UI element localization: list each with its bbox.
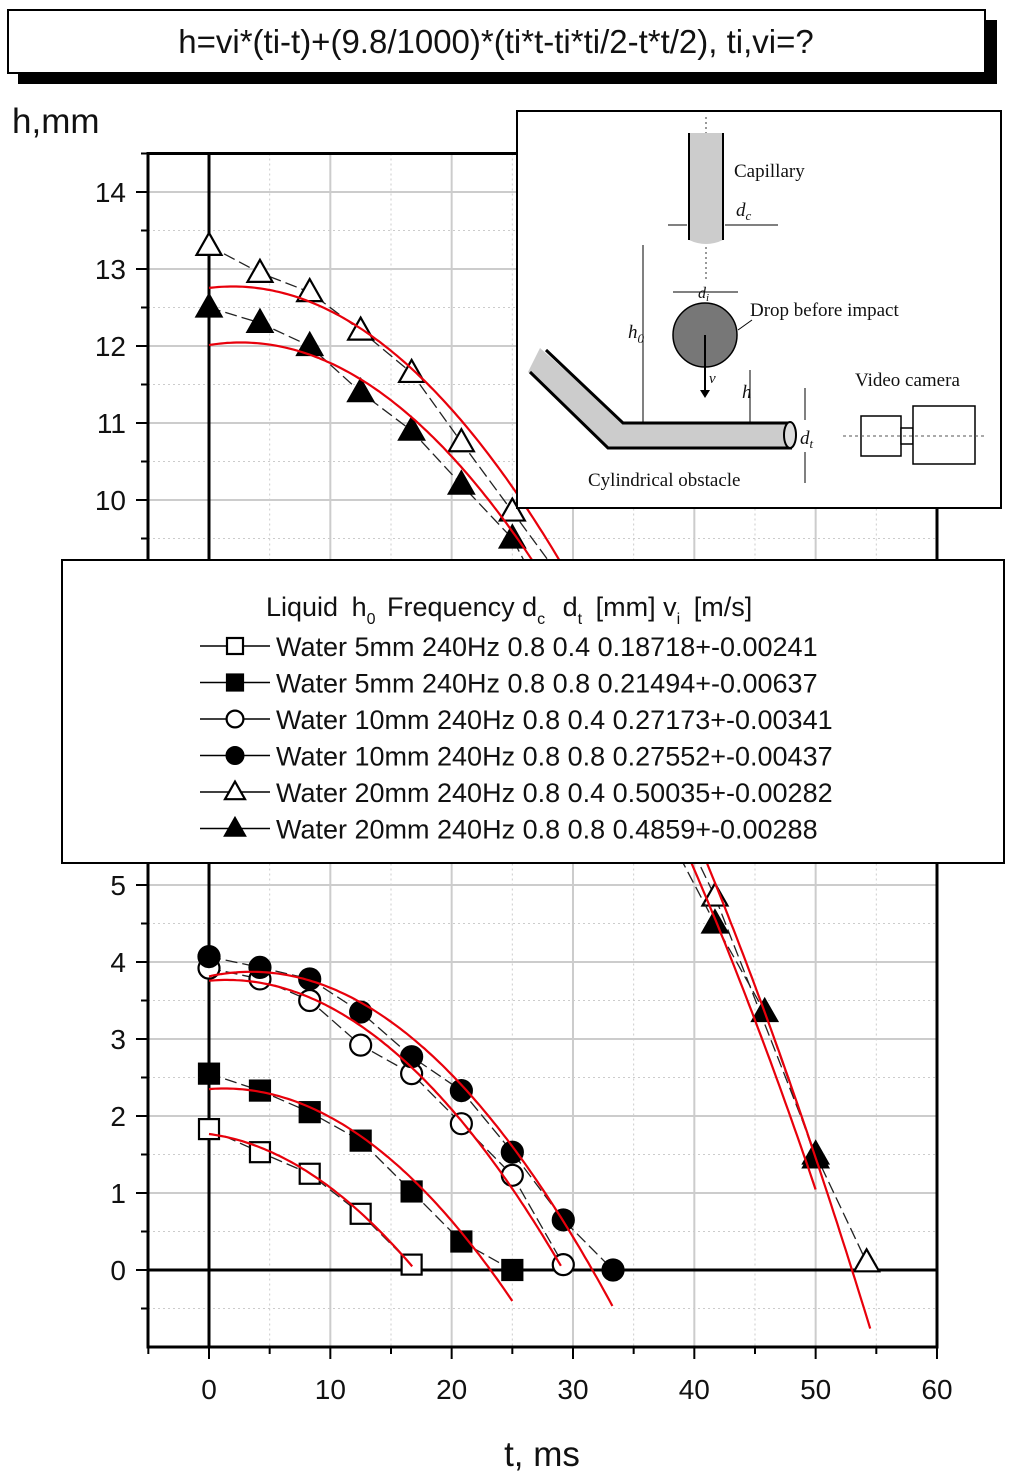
svg-text:Video camera: Video camera bbox=[855, 370, 960, 391]
marker-circle-open bbox=[225, 709, 245, 729]
marker-square-filled bbox=[225, 673, 245, 692]
marker-square-filled bbox=[501, 1258, 524, 1282]
svg-text:Capillary: Capillary bbox=[734, 161, 805, 182]
marker-triangle-filled bbox=[245, 307, 275, 333]
fit-curves bbox=[208, 285, 872, 1329]
marker-triangle-filled bbox=[194, 292, 224, 318]
legend-label: Water 20mm 240Hz 0.8 0.8 0.4859+-0.00288 bbox=[276, 815, 818, 845]
marker-triangle-filled bbox=[346, 376, 376, 403]
chart-title: h=vi*(ti-t)+(9.8/1000)*(ti*t-ti*ti/2-t*t… bbox=[178, 23, 813, 60]
marker-triangle-open bbox=[194, 230, 224, 256]
y-tick-label: 1 bbox=[110, 1178, 126, 1209]
capillary-shape bbox=[689, 133, 723, 244]
marker-triangle-open bbox=[223, 779, 247, 801]
svg-text:dt: dt bbox=[800, 428, 814, 451]
svg-text:h: h bbox=[742, 382, 752, 403]
legend-label: Water 10mm 240Hz 0.8 0.8 0.27552+-0.0043… bbox=[276, 742, 833, 772]
legend-item: Water 20mm 240Hz 0.8 0.4 0.50035+-0.0028… bbox=[200, 778, 833, 808]
y-tick-label: 0 bbox=[110, 1255, 126, 1286]
marker-circle-filled bbox=[349, 1000, 373, 1024]
title-box bbox=[7, 9, 986, 74]
marker-square-open bbox=[225, 636, 245, 656]
marker-circle-filled bbox=[225, 745, 245, 765]
y-tick-label: 11 bbox=[97, 408, 126, 439]
marker-circle-open bbox=[500, 1163, 524, 1187]
marker-circle-filled bbox=[298, 967, 322, 991]
x-axis-label: t, ms bbox=[504, 1435, 580, 1474]
legend-item: Water 5mm 240Hz 0.8 0.8 0.21494+-0.00637 bbox=[200, 669, 818, 699]
marker-triangle-open bbox=[245, 257, 275, 283]
x-tick-label: 50 bbox=[800, 1374, 831, 1405]
x-tick-label: 40 bbox=[679, 1374, 710, 1405]
x-tick-label: 30 bbox=[557, 1374, 588, 1405]
marker-triangle-open bbox=[852, 1247, 881, 1273]
y-tick-label: 14 bbox=[95, 177, 126, 208]
legend-label: Water 5mm 240Hz 0.8 0.8 0.21494+-0.00637 bbox=[276, 669, 818, 699]
series-square-open bbox=[197, 1117, 423, 1276]
y-tick-label: 2 bbox=[110, 1101, 126, 1132]
marker-triangle-open bbox=[397, 357, 427, 384]
y-tick-label: 13 bbox=[95, 254, 126, 285]
marker-circle-open bbox=[349, 1033, 373, 1057]
marker-circle-filled bbox=[500, 1140, 524, 1164]
marker-circle-filled bbox=[197, 945, 221, 969]
x-tick-label: 60 bbox=[921, 1374, 952, 1405]
svg-text:Drop before impact: Drop before impact bbox=[750, 300, 899, 321]
x-tick-label: 20 bbox=[436, 1374, 467, 1405]
legend-item: Water 5mm 240Hz 0.8 0.4 0.18718+-0.00241 bbox=[200, 632, 818, 662]
marker-triangle-open bbox=[497, 496, 527, 522]
fit-curve bbox=[208, 285, 872, 1329]
marker-triangle-open bbox=[446, 427, 476, 453]
setup-diagram-inset: Capillary dc h0 di v Drop before impact … bbox=[516, 110, 1002, 509]
y-tick-label: 10 bbox=[95, 485, 126, 516]
marker-circle-filled bbox=[601, 1258, 625, 1282]
series-triangle-filled bbox=[194, 292, 831, 1169]
marker-triangle-filled bbox=[446, 469, 476, 495]
svg-text:di: di bbox=[698, 285, 709, 304]
legend-label: Water 10mm 240Hz 0.8 0.4 0.27173+-0.0034… bbox=[276, 705, 833, 735]
svg-text:dc: dc bbox=[736, 200, 752, 223]
marker-square-filled bbox=[349, 1129, 372, 1152]
legend-item: Water 10mm 240Hz 0.8 0.4 0.27173+-0.0034… bbox=[200, 705, 833, 735]
series-circle-filled bbox=[197, 945, 625, 1282]
fit-curve bbox=[208, 1132, 414, 1268]
marker-triangle-filled bbox=[397, 415, 427, 441]
legend-header: Liquid h0 Frequency dc dt [mm] vi [m/s] bbox=[266, 592, 752, 630]
y-tick-label: 12 bbox=[95, 331, 126, 362]
marker-square-filled bbox=[197, 1062, 221, 1085]
y-tick-label: 5 bbox=[110, 870, 126, 901]
marker-circle-filled bbox=[400, 1045, 424, 1069]
video-camera-icon bbox=[843, 405, 985, 465]
marker-circle-filled bbox=[449, 1078, 473, 1103]
marker-triangle-filled bbox=[223, 815, 247, 837]
svg-text:v: v bbox=[709, 371, 716, 387]
legend: Liquid h0 Frequency dc dt [mm] vi [m/s] … bbox=[61, 559, 1005, 864]
y-tick-label: 4 bbox=[110, 947, 126, 978]
fit-curve bbox=[208, 1087, 514, 1302]
y-axis-label: h,mm bbox=[12, 102, 100, 141]
legend-label: Water 20mm 240Hz 0.8 0.4 0.50035+-0.0028… bbox=[276, 778, 833, 808]
marker-square-filled bbox=[400, 1180, 423, 1203]
series-line bbox=[208, 1128, 413, 1266]
fit-curve bbox=[208, 341, 817, 1190]
fit-curve bbox=[208, 970, 614, 1307]
svg-text:Cylindrical obstacle: Cylindrical obstacle bbox=[588, 470, 740, 491]
legend-label: Water 5mm 240Hz 0.8 0.4 0.18718+-0.00241 bbox=[276, 632, 818, 662]
y-tick-label: 3 bbox=[110, 1024, 126, 1055]
marker-circle-filled bbox=[248, 955, 272, 979]
series-square-filled bbox=[197, 1062, 524, 1282]
legend-item: Water 20mm 240Hz 0.8 0.8 0.4859+-0.00288 bbox=[200, 815, 818, 845]
x-tick-label: 0 bbox=[201, 1374, 217, 1405]
x-tick-label: 10 bbox=[315, 1374, 346, 1405]
series-line bbox=[208, 306, 817, 1159]
series-layer bbox=[194, 230, 881, 1282]
fit-curve bbox=[208, 978, 562, 1267]
svg-text:h0: h0 bbox=[628, 322, 645, 346]
legend-item: Water 10mm 240Hz 0.8 0.8 0.27552+-0.0043… bbox=[200, 742, 833, 772]
